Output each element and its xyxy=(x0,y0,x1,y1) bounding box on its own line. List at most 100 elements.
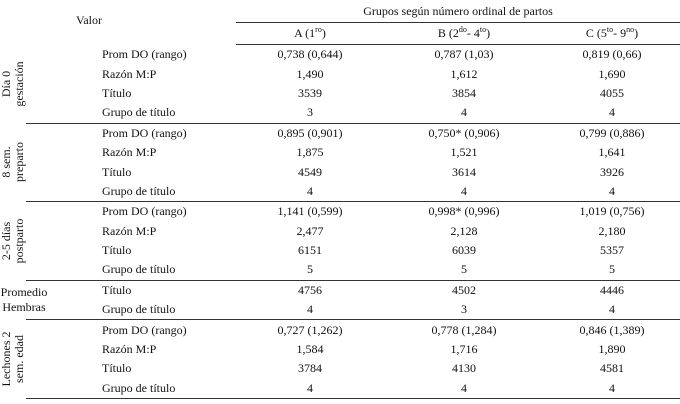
table-row: 8 sem. preparto Prom DO (rango) 0,895 (0,90… xyxy=(0,123,680,183)
row-label: Título xyxy=(102,361,132,376)
value-group-a: 1,490 xyxy=(296,66,324,81)
value-group-b: 5 xyxy=(384,260,544,281)
value-group-a: 6151 xyxy=(298,243,322,258)
value-group-b: 4502 xyxy=(452,282,476,297)
value-group-a: 4549 xyxy=(298,164,322,179)
row-label: Grupo de título xyxy=(26,378,236,400)
header-group-c: C (5to- 9no) xyxy=(544,22,680,45)
section-label: 8 sem. preparto xyxy=(0,123,26,202)
table-row: Título 3539 3854 4055 xyxy=(0,84,680,103)
value-group-b: 3614 xyxy=(452,164,476,179)
value-group-c: 4446 xyxy=(600,282,625,297)
table-row: Razón M:P 1,584 1,716 1,890 xyxy=(0,340,680,359)
table-row: Lechones 2 sem. edad Prom DO (rango) 0,727 … xyxy=(0,320,680,387)
value-group-b: 1,612 xyxy=(450,66,478,81)
section-label-line2: gestación xyxy=(12,61,26,107)
value-group-b: 4 xyxy=(384,103,544,124)
row-label: Grupo de título xyxy=(26,103,236,124)
section-label: Lechones 2 sem. edad xyxy=(0,320,26,399)
value-group-a: 3539 xyxy=(298,85,322,100)
value-group-b: 3854 xyxy=(452,85,476,100)
value-group-c: 1,690 xyxy=(598,66,626,81)
value-group-c: 4 xyxy=(544,300,680,321)
value-group-a: 1,584 xyxy=(296,342,324,357)
section-label: 2-5 días postparto xyxy=(0,202,26,281)
row-label: Título xyxy=(102,243,132,258)
value-group-c: 3926 xyxy=(600,164,625,179)
value-group-a: 3784 xyxy=(298,361,322,376)
row-label: Razón M:P xyxy=(102,223,157,238)
value-group-c: 4 xyxy=(544,181,680,203)
value-group-c: 0,799 (0,886) xyxy=(579,125,645,140)
table-row: Título 4549 3614 3926 xyxy=(0,162,680,181)
section-label-line1: Promedio xyxy=(0,285,48,300)
header-group-a: A (1ro) xyxy=(236,22,384,45)
value-group-a: 1,875 xyxy=(296,145,324,160)
row-label: Prom DO (rango) xyxy=(102,322,187,337)
value-group-b: 4130 xyxy=(452,361,476,376)
value-group-c: 5357 xyxy=(600,243,625,258)
value-group-b: 0,998* (0,996) xyxy=(428,204,500,219)
table-body: Día 0 gestación Prom DO (rango) 0,738 (0,64… xyxy=(0,45,680,400)
value-group-c: 4581 xyxy=(600,361,625,376)
row-label: Prom DO (rango) xyxy=(102,125,187,140)
value-group-c: 1,890 xyxy=(598,342,626,357)
value-group-b: 0,750* (0,906) xyxy=(428,125,500,140)
table-row: Día 0 gestación Prom DO (rango) 0,738 (0,64… xyxy=(0,45,680,107)
value-group-b: 0,787 (1,03) xyxy=(434,47,494,62)
table-row: Grupo de título 4 4 4 xyxy=(0,378,680,400)
value-group-a: 4 xyxy=(236,181,384,203)
value-group-a: 3 xyxy=(236,103,384,124)
value-group-a: 0,738 (0,644) xyxy=(277,47,343,62)
table-row: Grupo de título 3 4 4 xyxy=(0,103,680,124)
value-group-a: 4756 xyxy=(298,282,322,297)
row-label: Grupo de título xyxy=(26,260,236,281)
value-group-a: 5 xyxy=(236,260,384,281)
table-row: Grupo de título 4 4 4 xyxy=(0,181,680,203)
value-group-b: 1,521 xyxy=(450,145,478,160)
table-row: Promedio Hembras Título 4756 4502 4446 xyxy=(0,280,680,314)
row-label: Grupo de título xyxy=(26,181,236,203)
table-row: Título 6151 6039 5357 xyxy=(0,241,680,260)
table-row: Grupo de título 5 5 5 xyxy=(0,260,680,281)
row-label: Razón M:P xyxy=(102,342,157,357)
value-group-b: 0,778 (1,284) xyxy=(431,322,497,337)
value-group-c: 4 xyxy=(544,103,680,124)
table-row: Razón M:P 1,490 1,612 1,690 xyxy=(0,64,680,83)
value-group-c: 1,019 (0,756) xyxy=(579,204,645,219)
row-label: Razón M:P xyxy=(102,66,157,81)
section-label-line2: Hembras xyxy=(2,300,46,315)
header-valor: Valor xyxy=(76,13,102,27)
value-group-a: 1,141 (0,599) xyxy=(277,204,343,219)
section-label: Promedio Hembras xyxy=(0,280,48,320)
table-row: Grupo de título 4 3 4 xyxy=(0,300,680,321)
table-row: 2-5 días postparto Prom DO (rango) 1,141 (0… xyxy=(0,202,680,263)
header-group-b: B (2do- 4to) xyxy=(384,22,544,45)
row-label: Grupo de título xyxy=(26,300,236,321)
value-group-c: 4 xyxy=(544,378,680,400)
value-group-b: 6039 xyxy=(452,243,476,258)
table-row: Título 3784 4130 4581 xyxy=(0,359,680,378)
row-label: Título xyxy=(102,85,132,100)
section-label-line2: preparto xyxy=(12,142,26,183)
row-label: Título xyxy=(102,164,132,179)
value-group-c: 4055 xyxy=(600,85,625,100)
row-label: Prom DO (rango) xyxy=(102,46,187,61)
value-group-c: 2,180 xyxy=(598,223,626,238)
header-grupos: Grupos según número ordinal de partos xyxy=(236,0,680,23)
section-label-line2: sem. edad xyxy=(12,335,26,384)
value-group-a: 4 xyxy=(236,300,384,321)
section-label: Día 0 gestación xyxy=(0,45,26,124)
value-group-b: 3 xyxy=(384,300,544,321)
value-group-c: 0,846 (1,389) xyxy=(579,322,645,337)
row-label: Razón M:P xyxy=(102,145,157,160)
table-row: Razón M:P 1,875 1,521 1,641 xyxy=(0,143,680,162)
value-group-c: 0,819 (0,66) xyxy=(582,47,642,62)
value-group-a: 2,477 xyxy=(296,223,324,238)
value-group-b: 1,716 xyxy=(450,342,478,357)
table-row: Razón M:P 2,477 2,128 2,180 xyxy=(0,222,680,241)
value-group-b: 2,128 xyxy=(450,223,478,238)
value-group-a: 0,727 (1,262) xyxy=(277,322,343,337)
